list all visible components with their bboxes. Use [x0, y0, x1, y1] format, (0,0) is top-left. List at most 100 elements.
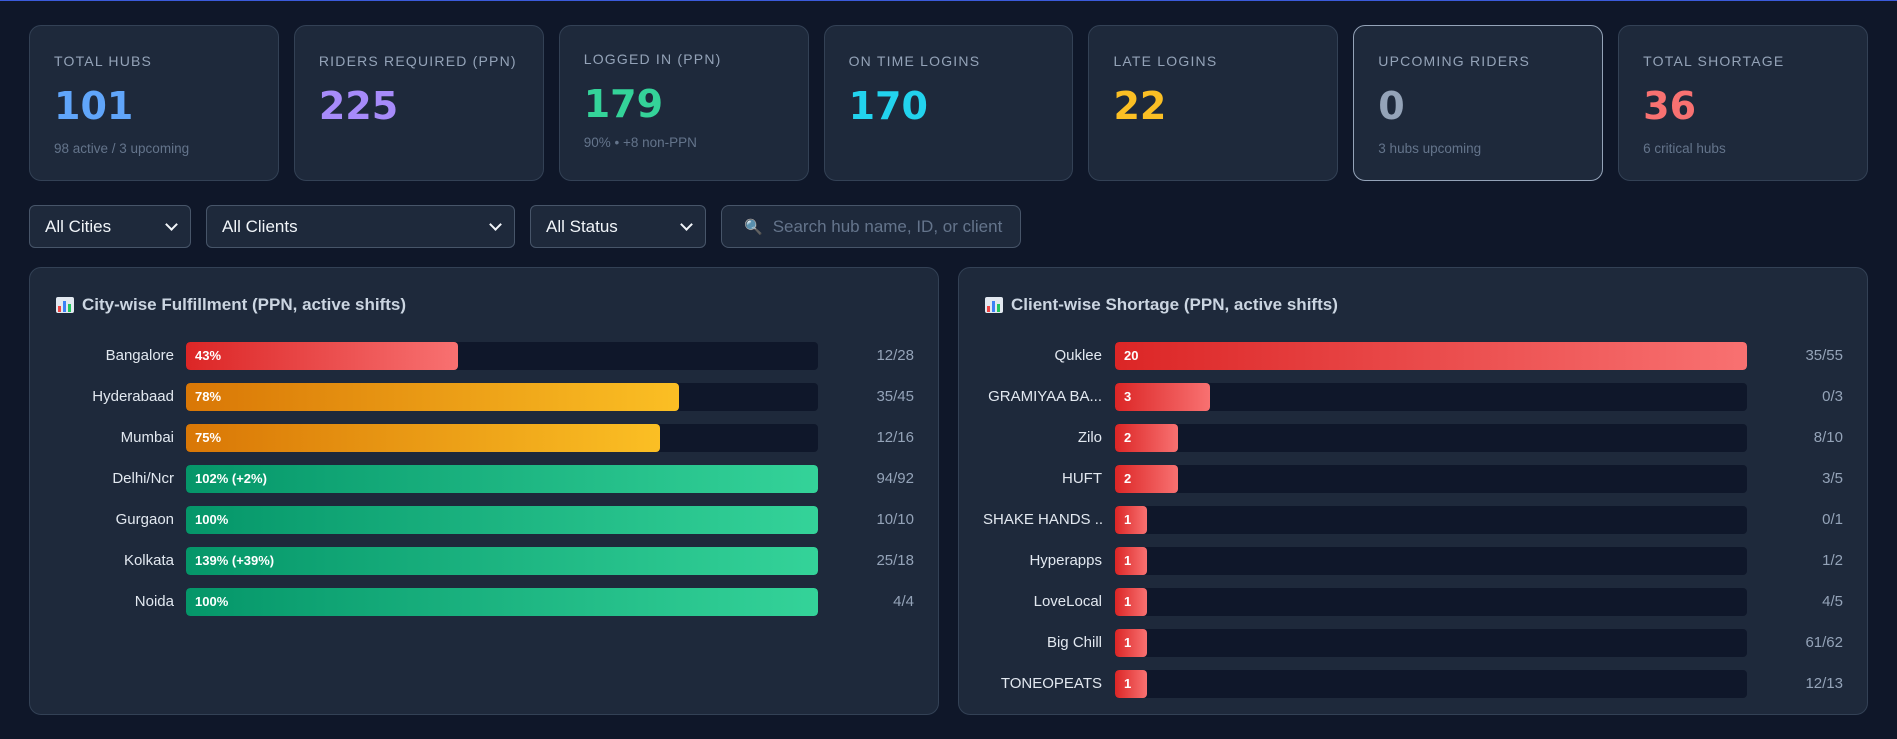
search-box[interactable]: 🔍	[721, 205, 1021, 248]
bar-fill-text: 100%	[195, 512, 229, 527]
bar-track: 43%	[186, 341, 818, 370]
client-filter-value: All Clients	[222, 216, 298, 236]
bar-row[interactable]: Hyperapps 1 1/2	[959, 540, 1867, 581]
bar-row-label: LoveLocal	[1033, 593, 1102, 610]
stat-sub: 90% • +8 non-PPN	[583, 135, 697, 150]
bar-row-value: 8/10	[1813, 429, 1843, 446]
stat-sub: 6 critical hubs	[1643, 141, 1726, 156]
bar-fill: 78%	[186, 382, 679, 411]
bar-fill: 1	[1115, 505, 1147, 534]
bar-row[interactable]: Gurgaon 100% 10/10	[30, 499, 938, 540]
bar-fill-text: 1	[1124, 594, 1132, 609]
bar-fill-text: 1	[1124, 553, 1132, 568]
bar-track: 100%	[186, 587, 818, 616]
bar-fill: 43%	[186, 341, 458, 370]
bar-row[interactable]: Quklee 20 35/55	[959, 335, 1867, 376]
bar-fill: 75%	[186, 423, 660, 452]
bar-fill-text: 43%	[195, 348, 222, 363]
bar-row-value: 10/10	[876, 511, 914, 528]
stat-card-late-logins[interactable]: LATE LOGINS 22	[1088, 25, 1339, 181]
stat-label: LATE LOGINS	[1113, 53, 1218, 69]
chevron-down-icon	[165, 217, 178, 231]
stat-label: UPCOMING RIDERS	[1378, 53, 1531, 69]
bar-row[interactable]: Mumbai 75% 12/16	[30, 417, 938, 458]
bar-fill: 20	[1115, 341, 1747, 370]
filter-bar: All Cities All Clients All Status 🔍	[29, 205, 1021, 248]
client-filter-select[interactable]: All Clients	[206, 205, 515, 248]
bar-fill: 1	[1115, 546, 1147, 575]
bar-row-value: 12/13	[1805, 675, 1843, 692]
bar-fill-text: 2	[1124, 430, 1132, 445]
bar-row-label: Hyderabaad	[92, 388, 174, 405]
city-filter-select[interactable]: All Cities	[29, 205, 191, 248]
bar-track: 3	[1115, 382, 1747, 411]
bar-row-value: 4/4	[893, 593, 914, 610]
stat-value: 22	[1113, 84, 1167, 128]
bar-fill: 100%	[186, 505, 818, 534]
bar-fill: 2	[1115, 464, 1179, 493]
city-rows: Bangalore 43% 12/28 Hyderabaad 78% 35/45 Mumba…	[30, 335, 938, 622]
stat-card-riders-required[interactable]: RIDERS REQUIRED (PPN) 225	[293, 25, 544, 181]
bar-row[interactable]: TONEOPEATS 1 12/13	[959, 663, 1867, 704]
stat-value: 101	[54, 84, 134, 128]
bar-row-value: 94/92	[876, 470, 914, 487]
bar-row-label: GRAMIYAA BA...	[988, 388, 1102, 405]
city-filter-value: All Cities	[45, 216, 112, 236]
bar-track: 1	[1115, 587, 1747, 616]
bar-fill-text: 139% (+39%)	[195, 553, 275, 568]
bar-row[interactable]: Delhi/Ncr 102% (+2%) 94/92	[30, 458, 938, 499]
bar-fill: 139% (+39%)	[186, 546, 818, 575]
stat-value: 225	[318, 84, 399, 128]
status-filter-value: All Status	[546, 216, 618, 236]
stat-label: RIDERS REQUIRED (PPN)	[318, 53, 517, 69]
search-icon: 🔍	[744, 218, 763, 236]
bar-row-value: 0/1	[1822, 511, 1843, 528]
bar-row[interactable]: Big Chill 1 61/62	[959, 622, 1867, 663]
bar-fill: 1	[1115, 628, 1147, 657]
bar-chart-icon	[985, 297, 1003, 313]
status-filter-select[interactable]: All Status	[530, 205, 706, 248]
bar-fill-text: 75%	[195, 430, 222, 445]
bar-row[interactable]: Hyderabaad 78% 35/45	[30, 376, 938, 417]
bar-fill-text: 1	[1124, 635, 1132, 650]
stats-row: TOTAL HUBS 101 98 active / 3 upcoming RI…	[29, 25, 1869, 181]
bar-row[interactable]: Noida 100% 4/4	[30, 581, 938, 622]
bar-fill: 1	[1115, 669, 1147, 698]
stat-label: LOGGED IN (PPN)	[583, 51, 722, 67]
stat-value: 36	[1643, 84, 1697, 128]
bar-row[interactable]: SHAKE HANDS ... 1 0/1	[959, 499, 1867, 540]
panel-title: Client-wise Shortage (PPN, active shifts…	[985, 295, 1338, 315]
stat-card-total-hubs[interactable]: TOTAL HUBS 101 98 active / 3 upcoming	[29, 25, 279, 181]
bar-track: 1	[1115, 505, 1747, 534]
stat-card-logged-in[interactable]: LOGGED IN (PPN) 179 90% • +8 non-PPN	[558, 25, 809, 181]
bar-row[interactable]: GRAMIYAA BA... 3 0/3	[959, 376, 1867, 417]
bar-fill: 3	[1115, 382, 1210, 411]
client-rows: Quklee 20 35/55 GRAMIYAA BA... 3 0/3 Zilo 2 8/10…	[959, 335, 1867, 704]
bar-chart-icon	[56, 297, 74, 313]
bar-row[interactable]: HUFT 2 3/5	[959, 458, 1867, 499]
bar-fill: 2	[1115, 423, 1179, 452]
bar-row[interactable]: Kolkata 139% (+39%) 25/18	[30, 540, 938, 581]
stat-label: TOTAL HUBS	[54, 53, 153, 69]
stat-card-on-time-logins[interactable]: ON TIME LOGINS 170	[823, 25, 1074, 181]
bar-row-label: Big Chill	[1046, 634, 1102, 651]
stat-card-total-shortage[interactable]: TOTAL SHORTAGE 36 6 critical hubs	[1618, 25, 1869, 181]
stat-card-upcoming-riders[interactable]: UPCOMING RIDERS 0 3 hubs upcoming	[1353, 25, 1604, 181]
bar-track: 78%	[186, 382, 818, 411]
stat-label: ON TIME LOGINS	[848, 53, 981, 69]
bar-row-value: 4/5	[1822, 593, 1843, 610]
bar-row-label: Mumbai	[120, 429, 174, 446]
bar-fill-text: 2	[1124, 471, 1132, 486]
bar-track: 139% (+39%)	[186, 546, 818, 575]
bar-row-value: 25/18	[876, 552, 914, 569]
bar-row[interactable]: Bangalore 43% 12/28	[30, 335, 938, 376]
bar-row-value: 0/3	[1822, 388, 1843, 405]
search-input[interactable]	[772, 216, 1008, 237]
bar-row[interactable]: LoveLocal 1 4/5	[959, 581, 1867, 622]
bar-row[interactable]: Zilo 2 8/10	[959, 417, 1867, 458]
stat-value: 170	[848, 84, 928, 128]
bar-fill: 100%	[186, 587, 818, 616]
bar-row-value: 12/16	[876, 429, 914, 446]
bar-track: 75%	[186, 423, 818, 452]
bar-fill-text: 102% (+2%)	[195, 471, 267, 486]
